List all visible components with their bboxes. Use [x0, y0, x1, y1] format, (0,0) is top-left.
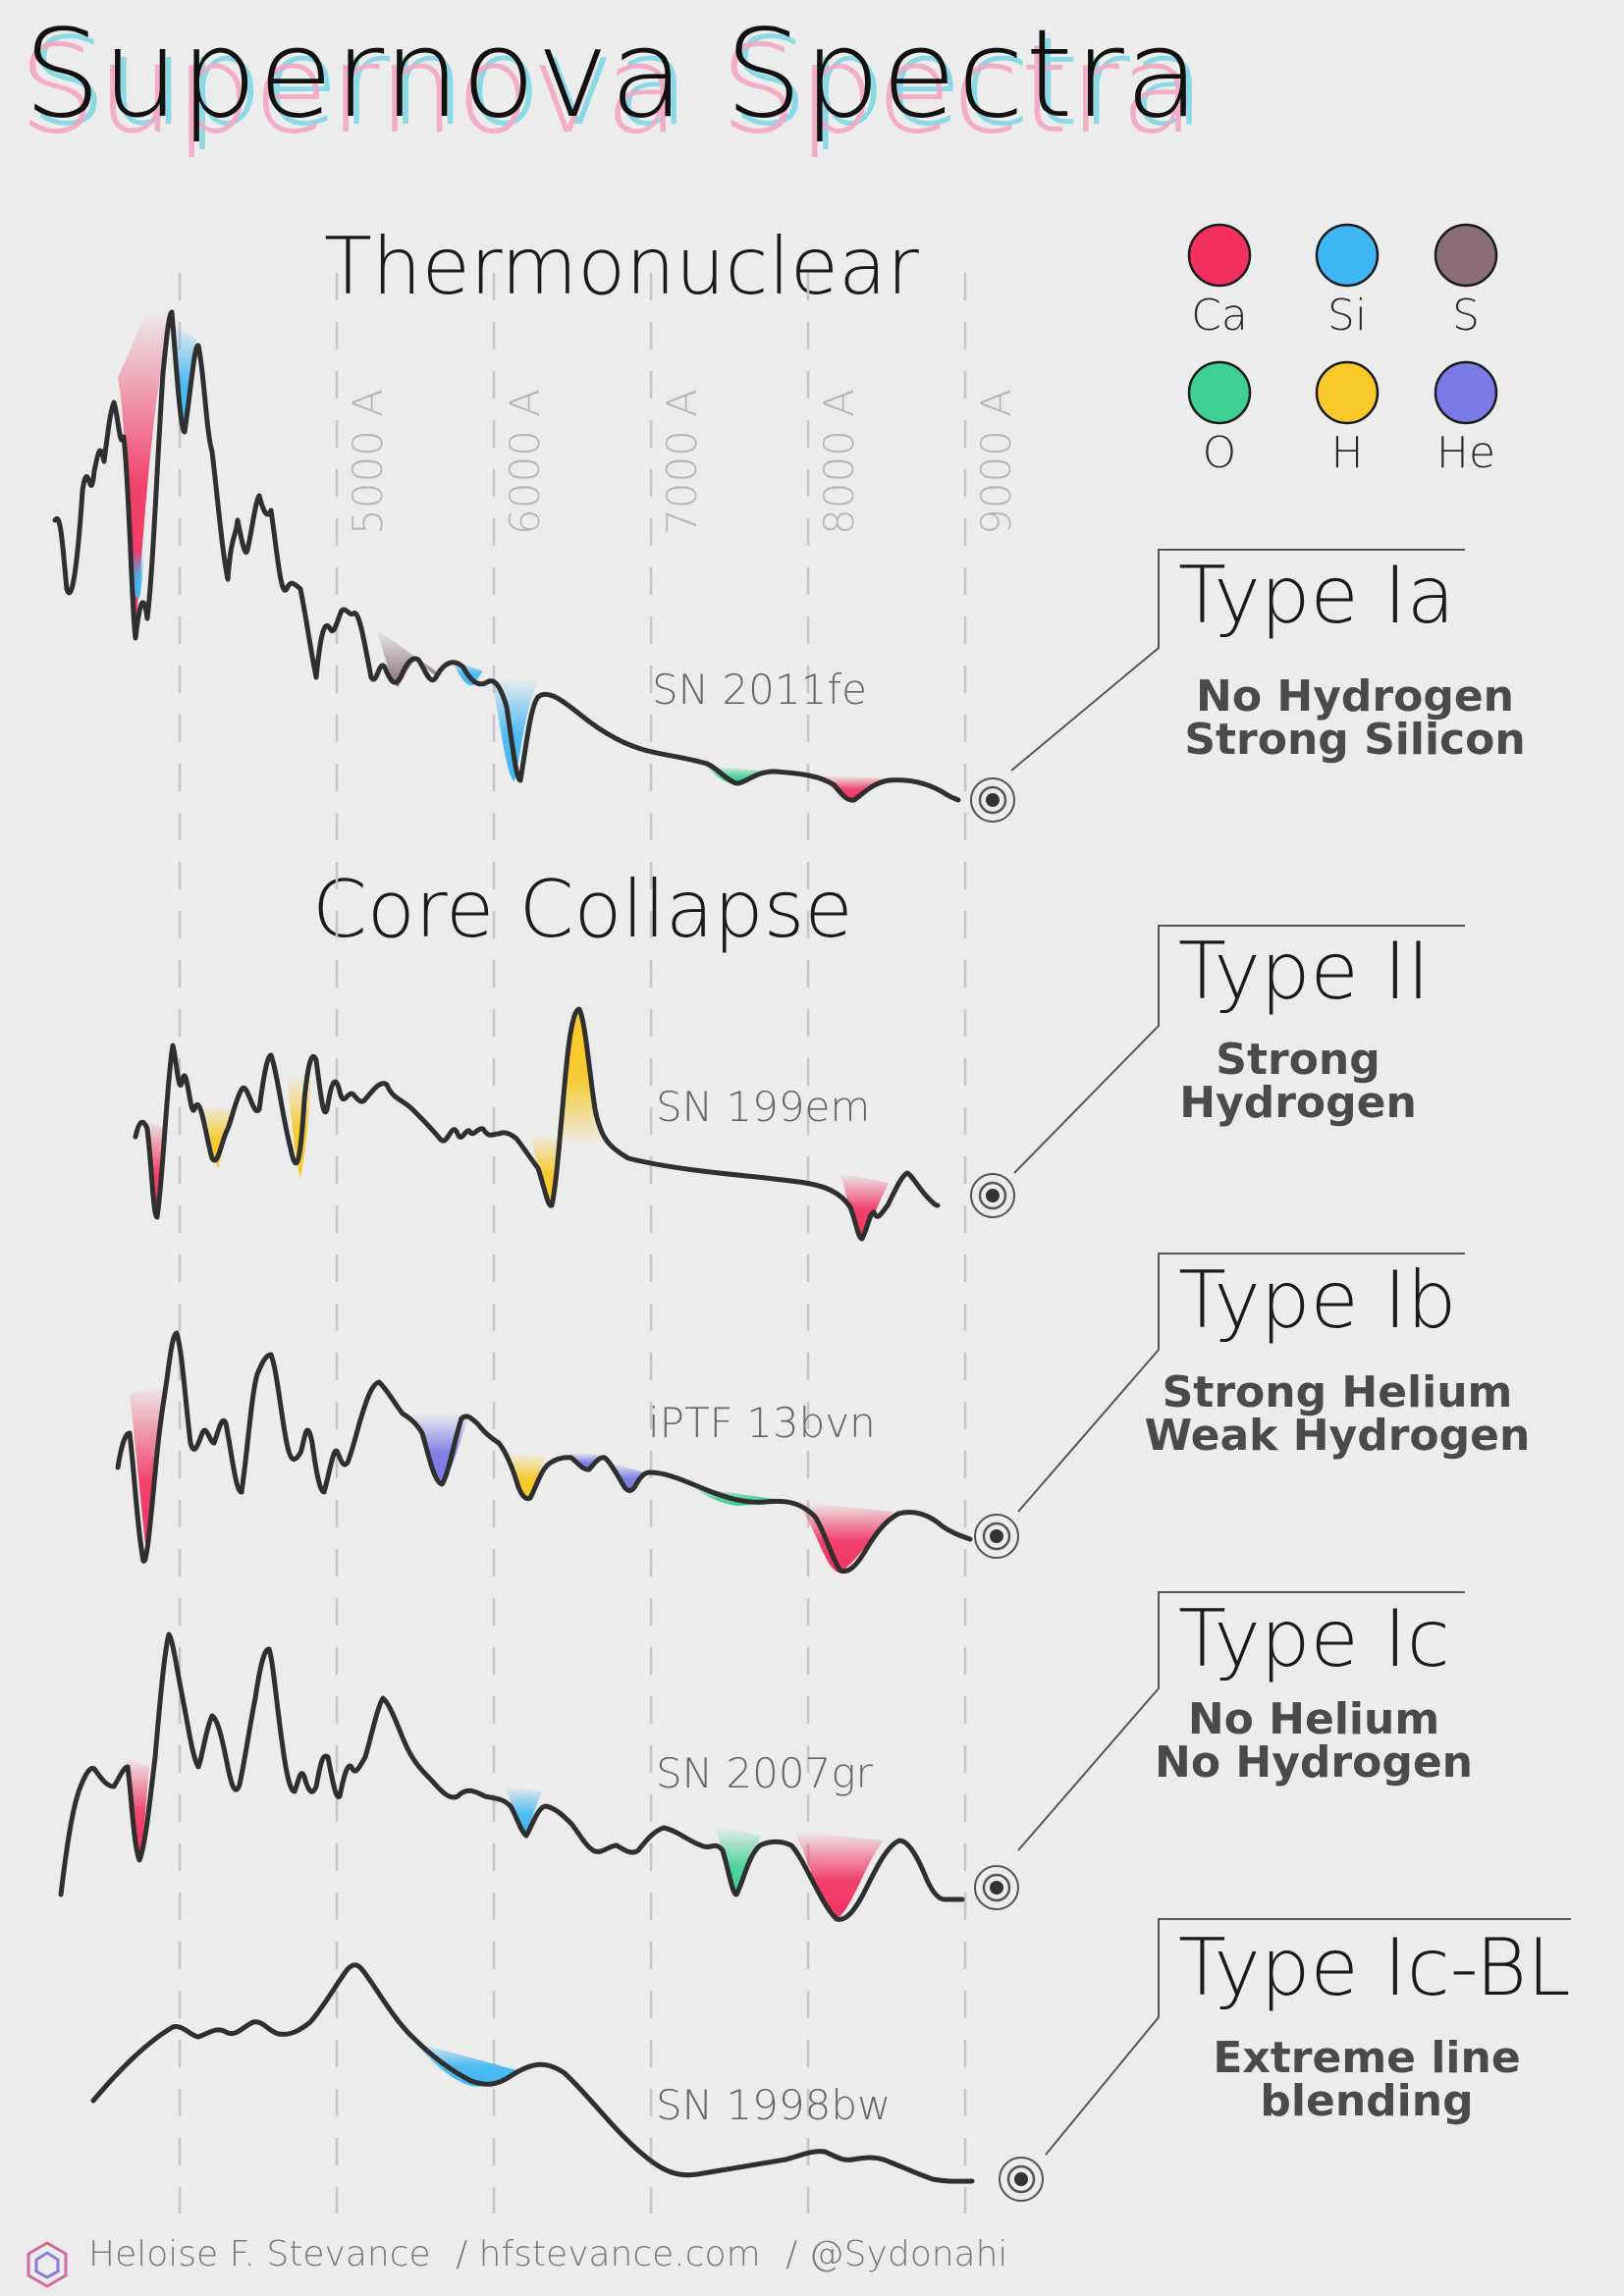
wavelength-label-7000: 7000 A [658, 389, 706, 535]
ca-absorption-ib [130, 1384, 165, 1561]
type-title-ib: Type Ib [1178, 1255, 1457, 1346]
title-shadow-cyan: Supernova Spectra [29, 12, 1207, 153]
type-desc-ib: Strong Helium Weak Hydrogen [1141, 1371, 1534, 1458]
type-title-ic-bl: Type Ic-BL [1178, 1922, 1571, 2013]
section-title-thermonuclear: Thermonuclear [324, 221, 919, 312]
footer-site-link[interactable]: / hfstevance.com [456, 2234, 761, 2274]
target-ib [974, 1514, 1019, 1559]
type-desc-ia-line2: Strong Silicon [1184, 715, 1526, 765]
connector-ia [1010, 549, 1465, 772]
type-desc-ic: No Helium No Hydrogen [1117, 1698, 1510, 1785]
legend-label-ca: Ca [1191, 291, 1248, 341]
type-desc-ic-line2: No Hydrogen [1155, 1737, 1473, 1788]
legend-label-h: H [1330, 428, 1364, 478]
legend-swatch-he [1434, 360, 1498, 425]
target-ic-bl [999, 2157, 1044, 2202]
spectrum-line-ic [58, 1631, 965, 1922]
legend-swatch-ca [1187, 223, 1252, 288]
section-title-core-collapse: Core Collapse [312, 864, 853, 955]
spectrum-line-ii [133, 1006, 941, 1242]
connector-ic [1017, 1591, 1465, 1851]
wavelength-label-9000: 9000 A [972, 389, 1020, 535]
page-title: Supernova Spectra Supernova Spectra Supe… [0, 0, 1624, 196]
type-desc-ii-line2: Hydrogen [1179, 1078, 1417, 1128]
wavelength-gridlines [178, 273, 967, 2214]
footer-credits: Heloise F. Stevance / hfstevance.com / @… [88, 2234, 1021, 2274]
spectrum-type-ib [115, 1330, 973, 1575]
spectrum-type-ic [58, 1631, 965, 1922]
ca-absorption-ii-ir [839, 1173, 889, 1239]
type-desc-ic-bl-line2: blending [1260, 2076, 1474, 2126]
connectors [1010, 549, 1571, 2156]
spectrum-line-ib [115, 1330, 973, 1575]
legend-label-si: Si [1326, 291, 1368, 341]
spectrum-type-ic-bl [90, 1962, 975, 2184]
sn-label-ic-bl: SN 1998bw [656, 2081, 892, 2129]
type-title-ic: Type Ic [1178, 1593, 1450, 1684]
title-shadow-pink: Supernova Spectra [19, 20, 1196, 161]
si-absorption-ic [506, 1787, 542, 1836]
h-absorption-ii-1 [203, 1104, 232, 1168]
type-desc-ia-line1: No Hydrogen [1196, 671, 1514, 721]
h-absorption-ib [509, 1453, 546, 1500]
target-ii [970, 1173, 1015, 1218]
type-desc-ib-line1: Strong Helium [1162, 1367, 1513, 1417]
legend-swatch-s [1434, 223, 1498, 288]
spectrum-type-ia [52, 309, 961, 803]
legend-label-s: S [1452, 291, 1480, 341]
legend-swatch-o [1187, 360, 1252, 425]
ca-absorption-ia-ir [820, 775, 889, 802]
si-absorption-ia-6150 [491, 677, 538, 781]
type-desc-ic-bl-line1: Extreme line [1213, 2033, 1521, 2083]
wavelength-label-6000: 6000 A [501, 389, 549, 535]
h-emission-ii [560, 1009, 615, 1147]
type-desc-ic-line1: No Helium [1187, 1694, 1440, 1744]
connector-ic-bl [1045, 1918, 1571, 2156]
type-title-ia: Type Ia [1178, 550, 1455, 641]
sn-label-ib: iPTF 13bvn [648, 1399, 876, 1447]
footer-handle-link[interactable]: / @Sydonahi [785, 2234, 1008, 2274]
sn-label-ic: SN 2007gr [656, 1749, 873, 1797]
title-text: Supernova Spectra [24, 4, 1201, 145]
spectrum-line-ic-bl [90, 1962, 975, 2184]
target-ic [974, 1865, 1019, 1910]
o-absorption-ic [715, 1826, 761, 1895]
legend-label-o: O [1202, 428, 1237, 478]
wavelength-label-8000: 8000 A [815, 389, 863, 535]
si-absorption-ia-blue [172, 324, 196, 432]
s-absorption-ia [375, 628, 442, 687]
type-desc-ii-line1: Strong [1216, 1035, 1380, 1085]
he-absorption-ib-1 [412, 1414, 469, 1485]
type-desc-ic-bl: Extreme line blending [1170, 2037, 1563, 2123]
si-absorption-ic-bl [412, 2042, 520, 2087]
he-absorption-ib-2 [569, 1453, 601, 1471]
type-title-ii: Type II [1178, 926, 1431, 1017]
ca-absorption-ic-ir [793, 1831, 884, 1919]
connector-ii [1013, 925, 1465, 1174]
target-ia [970, 777, 1015, 823]
type-desc-ia: No Hydrogen Strong Silicon [1159, 675, 1551, 762]
legend-label-he: He [1435, 428, 1496, 478]
sn-label-ii: SN 199em [656, 1083, 871, 1131]
legend-swatch-si [1315, 223, 1380, 288]
type-desc-ib-line2: Weak Hydrogen [1144, 1411, 1531, 1461]
legend-swatches [1187, 223, 1498, 425]
sn-label-ia: SN 2011fe [652, 666, 867, 714]
ca-absorption-ib-ir [795, 1502, 893, 1573]
target-markers [970, 777, 1044, 2202]
connector-ib [1017, 1253, 1465, 1513]
legend-swatch-h [1315, 360, 1380, 425]
type-desc-ii: Strong Hydrogen [1102, 1039, 1494, 1125]
hexagon-logo-icon [27, 2241, 68, 2288]
spectrum-type-ii [133, 1006, 941, 1242]
wavelength-label-5000: 5000 A [344, 389, 392, 535]
footer-author: Heloise F. Stevance [88, 2234, 431, 2274]
spectrum-line-ia [52, 309, 961, 803]
